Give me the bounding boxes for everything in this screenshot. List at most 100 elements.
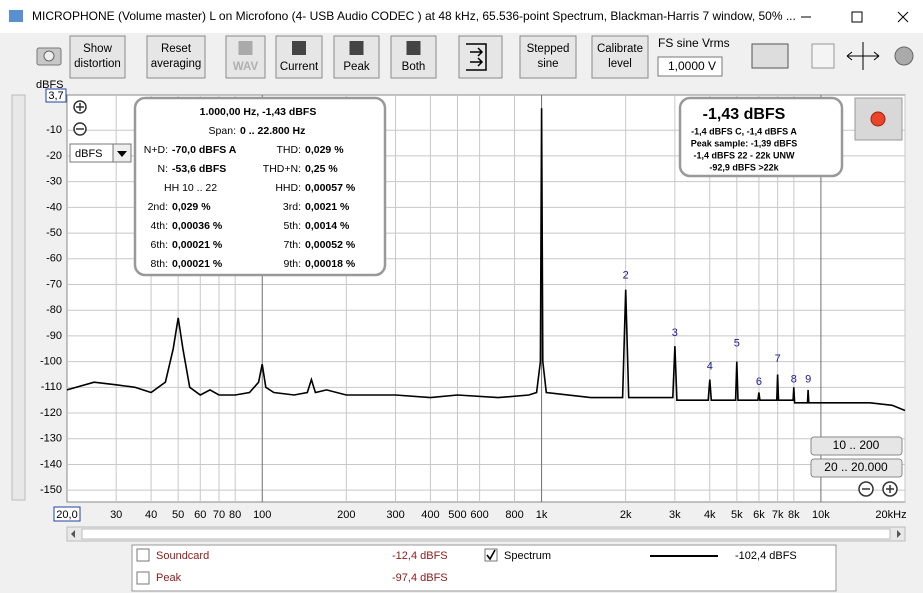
span-label: Span: xyxy=(209,125,236,137)
x-tick-label: 70 xyxy=(213,509,225,521)
camera-lens xyxy=(43,50,55,62)
ymax-field[interactable] xyxy=(45,88,67,103)
legend-value: -97,4 dBFS xyxy=(392,572,448,584)
level-line: -1,4 dBFS C, -1,4 dBFS A xyxy=(691,126,797,136)
harmonic-label: 4 xyxy=(707,361,713,373)
button-label: sine xyxy=(537,58,558,70)
soundcard-checkbox[interactable] xyxy=(136,548,150,562)
level-line: Peak sample: -1,39 dBFS xyxy=(691,138,798,148)
range-label: 20 .. 20.000 xyxy=(824,460,888,474)
x-tick-label: 2k xyxy=(620,509,632,521)
x-tick-label: 500 xyxy=(448,509,466,521)
save-icon xyxy=(349,41,364,55)
dist-value: 0,00021 % xyxy=(172,258,223,270)
button-label: distortion xyxy=(74,58,121,70)
dist-label: 5th: xyxy=(283,220,301,232)
save-icon xyxy=(292,41,306,55)
save-icon xyxy=(238,41,253,55)
harmonic-label: 5 xyxy=(734,338,740,350)
close[interactable] xyxy=(897,11,909,23)
dist-value: 0,00018 % xyxy=(305,258,356,270)
dist-value: 0,00021 % xyxy=(172,239,223,251)
legend-panel xyxy=(131,544,837,592)
traces xyxy=(66,108,906,412)
span-value: 0 .. 22.800 Hz xyxy=(240,125,305,137)
range-button[interactable] xyxy=(810,458,903,478)
button-label: level xyxy=(608,58,632,70)
y-tick-label: -70 xyxy=(46,278,62,290)
range-button[interactable] xyxy=(810,436,903,456)
dropdown-arrow xyxy=(117,151,127,157)
y-tick-label: -40 xyxy=(46,201,62,213)
toolbar-button[interactable] xyxy=(519,35,577,79)
x-zoom-in-icon xyxy=(886,485,894,493)
level-box xyxy=(678,96,844,178)
dist-label: 7th: xyxy=(283,239,301,251)
y-tick-label: -20 xyxy=(46,150,62,162)
layout-icon[interactable] xyxy=(751,43,789,69)
unit-value: dBFS xyxy=(75,148,103,160)
save-icon xyxy=(406,41,421,55)
import-icon xyxy=(466,43,487,71)
peak-checkbox[interactable] xyxy=(136,571,150,585)
y-tick-label: -130 xyxy=(40,433,62,445)
spectrum-line xyxy=(66,108,906,412)
x-tick-label: 300 xyxy=(386,509,404,521)
x-tick-label: 7k xyxy=(772,509,784,521)
harmonic-label: 6 xyxy=(756,376,762,388)
x-tick-label: 3k xyxy=(669,509,681,521)
range-label: 10 .. 200 xyxy=(833,438,880,452)
window-title: MICROPHONE (Volume master) L on Microfon… xyxy=(32,9,796,23)
checkmark xyxy=(486,549,496,561)
fs-value: 1,0000 V xyxy=(668,59,716,73)
level-lines: -1,4 dBFS C, -1,4 dBFS A Peak sample: -1,… xyxy=(691,126,798,172)
dist-value: 0,00057 % xyxy=(305,182,356,194)
x-tick-label: 8k xyxy=(788,509,800,521)
dist-label: 9th: xyxy=(283,258,301,270)
y-tick-label: -150 xyxy=(40,484,62,496)
x-tick-label: 6k xyxy=(753,509,765,521)
dist-value: 0,029 % xyxy=(305,144,344,156)
y-tick-label: -120 xyxy=(40,407,62,419)
x-tick-label: 50 xyxy=(172,509,184,521)
zoom-in-icon xyxy=(76,103,84,111)
x-tick-label: 100 xyxy=(253,509,271,521)
dist-label: N+D: xyxy=(144,144,168,156)
button-label: averaging xyxy=(151,58,202,70)
settings-icon[interactable] xyxy=(894,46,914,66)
harmonic-label: 3 xyxy=(672,327,678,339)
button-label: Calibrate xyxy=(597,43,643,55)
button-label: Reset xyxy=(161,43,192,55)
toolbar-button[interactable] xyxy=(69,35,126,79)
y-tick-label: -110 xyxy=(41,381,62,393)
fs-field[interactable] xyxy=(657,56,723,77)
toolbar-button[interactable] xyxy=(591,35,649,79)
pan-icon[interactable] xyxy=(846,42,880,70)
legend-name: Soundcard xyxy=(156,550,209,562)
x-tick-label: 600 xyxy=(470,509,488,521)
x-tick-label: 800 xyxy=(505,509,523,521)
ymax-label: 3,7 xyxy=(48,90,63,102)
maximize[interactable] xyxy=(851,11,863,23)
x-tick-label: 10k xyxy=(812,509,830,521)
toolbar-button[interactable] xyxy=(146,35,206,79)
x-tick-label: 80 xyxy=(229,509,241,521)
dist-label: THD+N: xyxy=(263,163,301,175)
dist-value: -53,6 dBFS xyxy=(172,163,226,175)
x-tick-label: 60 xyxy=(194,509,206,521)
fs-label: FS sine Vrms xyxy=(658,36,730,50)
vertical-slider[interactable] xyxy=(11,94,26,501)
level-line: -92,9 dBFS >22k xyxy=(709,162,779,172)
columns-icon[interactable] xyxy=(811,43,835,69)
import-button[interactable] xyxy=(458,35,503,79)
xmin-field[interactable] xyxy=(53,506,81,522)
dist-value: 0,029 % xyxy=(172,201,211,213)
y-tick-label: -30 xyxy=(46,176,62,188)
button-label: Show xyxy=(83,43,112,55)
y-tick-label: -100 xyxy=(40,356,62,368)
level-line: -1,4 dBFS 22 - 22k UNW xyxy=(693,150,795,160)
h-scroll-thumb[interactable] xyxy=(81,528,891,540)
harmonic-label: 8 xyxy=(791,374,797,386)
dist-label: 6th: xyxy=(150,239,168,251)
